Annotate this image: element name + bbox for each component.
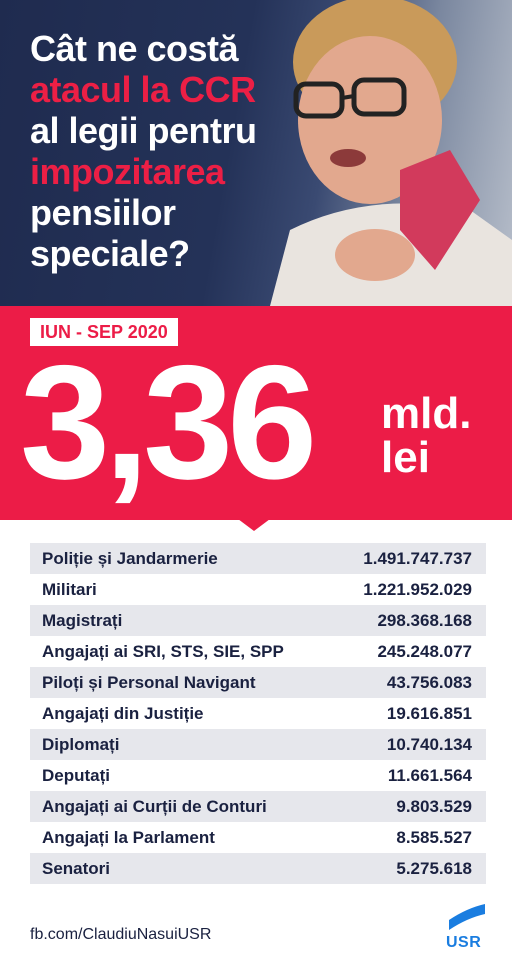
row-label: Angajați la Parlament [42,827,215,847]
row-label: Senatori [42,858,111,878]
table-row: Senatori 5.275.618 [30,853,486,884]
row-label: Angajați ai SRI, STS, SIE, SPP [42,641,284,661]
headline-line-6: speciale? [30,233,190,274]
table-row: Diplomați 10.740.134 [30,729,486,760]
table-row: Angajați ai Curții de Conturi 9.803.529 [30,791,486,822]
header-banner: Cât ne costă atacul la CCR al legii pent… [0,0,512,306]
row-label: Angajați ai Curții de Conturi [42,796,267,816]
table-row: Angajați ai SRI, STS, SIE, SPP 245.248.07… [30,636,486,667]
row-label: Magistrați [42,610,123,630]
table-row: Angajați la Parlament 8.585.527 [30,822,486,853]
row-label: Angajați din Justiție [42,703,204,723]
total-amount: 3,36 [20,332,317,513]
row-value: 8.585.527 [396,827,472,847]
headline-line-2: atacul la CCR [30,69,256,110]
row-label: Deputați [42,765,110,785]
row-value: 10.740.134 [386,734,472,754]
row-label: Poliție și Jandarmerie [42,548,218,568]
speaker-portrait [270,0,512,306]
headline-line-4: impozitarea [30,151,225,192]
total-unit-line-1: mld. [381,389,472,438]
row-label: Piloți și Personal Navigant [42,672,256,692]
table-row: Poliție și Jandarmerie 1.491.747.737 [30,543,486,574]
row-value: 5.275.618 [396,858,472,878]
total-unit-line-2: lei [381,433,430,482]
table-row: Deputați 11.661.564 [30,760,486,791]
row-label: Diplomați [42,734,120,754]
headline-line-3: al legii pentru [30,110,257,151]
table-row: Magistrați 298.368.168 [30,605,486,636]
row-value: 245.248.077 [377,641,472,661]
headline-line-1: Cât ne costă [30,28,239,69]
usr-logo-icon [449,904,485,930]
usr-logo-text: USR [446,934,482,951]
row-value: 298.368.168 [377,610,472,630]
table-row: Angajați din Justiție 19.616.851 [30,698,486,729]
total-unit: mld. lei [381,392,471,480]
table-row: Militari 1.221.952.029 [30,574,486,605]
facebook-link[interactable]: fb.com/ClaudiuNasuiUSR [30,926,212,943]
row-value: 19.616.851 [386,703,472,723]
band-pointer [238,519,270,531]
cost-table: Poliție și Jandarmerie 1.491.747.737 Mili… [30,543,486,884]
row-value: 11.661.564 [387,765,472,785]
headline-line-5: pensiilor [30,192,176,233]
row-value: 43.756.083 [386,672,472,692]
table-row: Piloți și Personal Navigant 43.756.083 [30,667,486,698]
headline: Cât ne costă atacul la CCR al legii pent… [30,28,320,274]
row-value: 9.803.529 [396,796,472,816]
row-value: 1.221.952.029 [363,579,472,599]
row-value: 1.491.747.737 [363,548,472,568]
row-label: Militari [42,579,97,599]
period-tag: IUN - SEP 2020 [30,318,178,346]
